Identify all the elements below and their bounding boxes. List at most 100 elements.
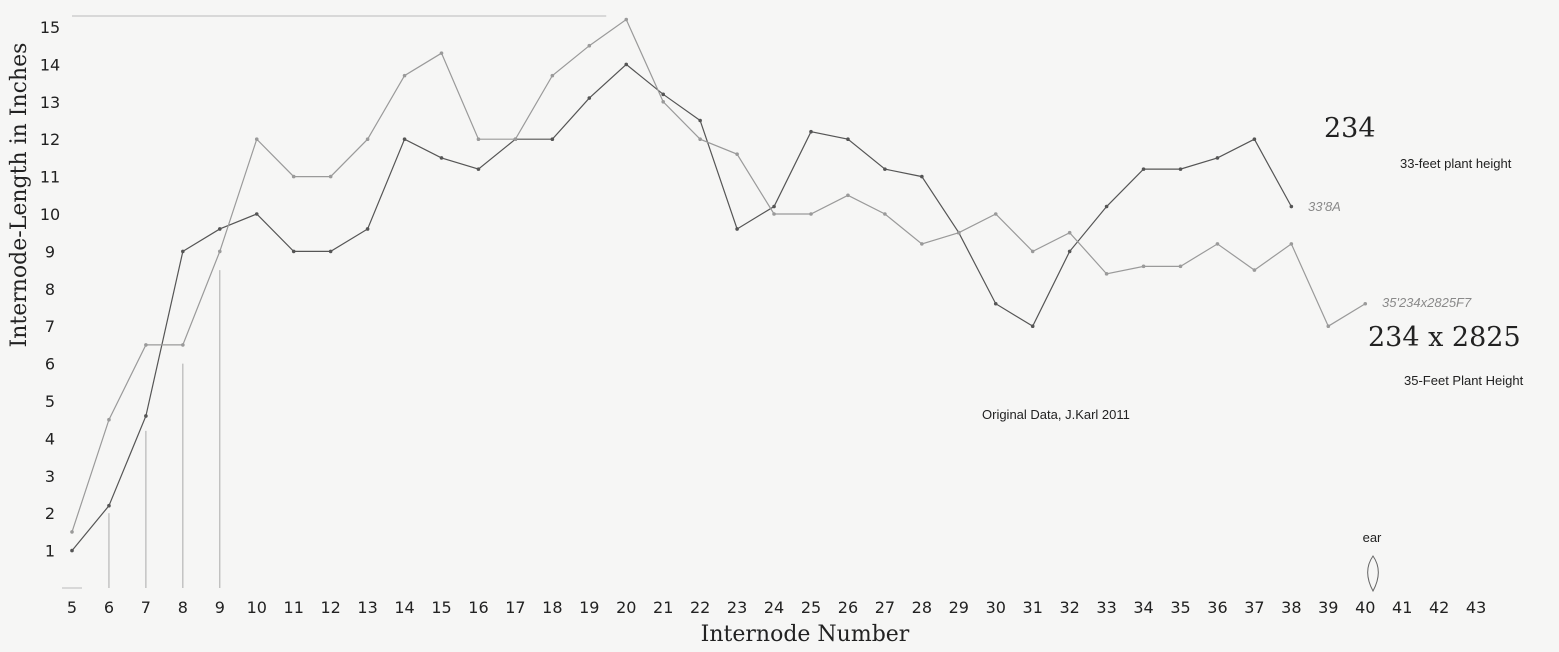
data-point xyxy=(809,212,813,216)
data-point xyxy=(587,43,592,48)
y-tick-label: 2 xyxy=(45,504,55,523)
data-point xyxy=(1326,324,1331,329)
x-tick-label: 19 xyxy=(579,598,599,617)
data-point xyxy=(1178,167,1183,171)
plant-cross-label: 234 x 2825 xyxy=(1368,322,1521,353)
data-point xyxy=(698,137,702,141)
data-point xyxy=(920,242,924,246)
data-point xyxy=(365,227,370,231)
x-tick-label: 5 xyxy=(67,598,77,617)
x-tick-label: 26 xyxy=(838,598,858,617)
x-tick-label: 31 xyxy=(1023,598,1043,617)
data-point xyxy=(846,193,850,198)
data-point xyxy=(402,73,407,78)
data-point xyxy=(476,167,481,171)
x-tick-label: 34 xyxy=(1133,598,1153,617)
y-tick-label: 11 xyxy=(40,168,60,187)
data-point xyxy=(587,96,592,100)
x-tick-label: 14 xyxy=(394,598,414,617)
data-point xyxy=(1141,167,1146,171)
x-tick-label: 32 xyxy=(1059,598,1079,617)
data-point xyxy=(957,230,961,235)
data-point xyxy=(550,137,555,141)
data-point xyxy=(883,212,887,216)
x-tick-label: 20 xyxy=(616,598,636,617)
x-tick-label: 10 xyxy=(247,598,267,617)
x-tick-label: 13 xyxy=(357,598,377,617)
data-point xyxy=(291,249,296,254)
x-tick-label: 30 xyxy=(986,598,1006,617)
data-point xyxy=(291,174,296,179)
data-point xyxy=(70,548,74,553)
y-tick-label: 7 xyxy=(45,317,55,336)
data-point xyxy=(107,503,111,508)
data-point xyxy=(661,100,665,104)
x-tick-label: 22 xyxy=(690,598,710,617)
x-tick-label: 42 xyxy=(1429,598,1449,617)
plant-35ft-label: 35-Feet Plant Height xyxy=(1404,373,1524,388)
x-tick-label: 12 xyxy=(320,598,340,617)
data-point xyxy=(181,343,185,347)
data-point xyxy=(993,301,998,306)
data-point xyxy=(181,249,185,254)
data-point xyxy=(254,212,259,216)
data-point xyxy=(846,137,850,141)
data-point xyxy=(365,137,370,141)
data-point xyxy=(1363,301,1368,306)
data-point xyxy=(476,137,481,141)
guide-lines xyxy=(62,15,607,589)
data-point xyxy=(1030,324,1035,329)
data-point xyxy=(513,137,518,141)
y-tick-label: 10 xyxy=(40,205,60,224)
data-point xyxy=(328,249,333,254)
data-point xyxy=(218,249,222,254)
y-tick-label: 1 xyxy=(45,542,55,561)
x-tick-label: 41 xyxy=(1392,598,1412,617)
data-point xyxy=(1067,230,1072,235)
x-axis-ticks: 5 6 7 8 9 10 11 12 13 14 15 16 17 18 19 20 21 22 23 24 25 26 2… xyxy=(67,598,1486,617)
data-point xyxy=(920,174,924,179)
data-point xyxy=(1289,242,1294,246)
y-tick-label: 15 xyxy=(40,18,60,37)
x-tick-label: 35 xyxy=(1170,598,1190,617)
data-point xyxy=(1141,264,1146,269)
ear-icon xyxy=(1367,555,1379,593)
x-tick-label: 16 xyxy=(468,598,488,617)
data-point xyxy=(735,152,739,156)
ear-label: ear xyxy=(1363,530,1382,545)
data-point xyxy=(439,51,444,55)
y-tick-label: 4 xyxy=(45,429,55,448)
y-tick-label: 9 xyxy=(45,242,55,261)
data-point xyxy=(624,17,629,22)
x-axis-title: Internode Number xyxy=(701,622,910,647)
data-point xyxy=(735,227,739,231)
x-tick-label: 24 xyxy=(764,598,784,617)
x-tick-label: 37 xyxy=(1244,598,1264,617)
x-tick-label: 25 xyxy=(801,598,821,617)
data-point xyxy=(809,129,813,134)
x-tick-label: 39 xyxy=(1318,598,1338,617)
series-layer xyxy=(70,17,1368,553)
y-tick-label: 5 xyxy=(45,392,55,411)
data-point xyxy=(107,417,111,422)
data-point xyxy=(328,174,333,179)
data-point xyxy=(1289,204,1294,209)
x-tick-label: 18 xyxy=(542,598,562,617)
y-axis-title: Internode-Length in Inches xyxy=(7,43,32,348)
data-point xyxy=(883,167,887,171)
x-tick-label: 36 xyxy=(1207,598,1227,617)
data-point xyxy=(661,92,665,97)
data-point xyxy=(254,137,259,141)
data-point xyxy=(1178,264,1183,269)
x-tick-label: 6 xyxy=(104,598,114,617)
x-tick-label: 28 xyxy=(912,598,932,617)
x-tick-label: 43 xyxy=(1466,598,1486,617)
plant-33ft-label: 33-feet plant height xyxy=(1400,156,1512,171)
data-point xyxy=(993,212,998,216)
data-point xyxy=(218,227,222,231)
data-point xyxy=(698,118,702,123)
x-tick-label: 9 xyxy=(215,598,225,617)
